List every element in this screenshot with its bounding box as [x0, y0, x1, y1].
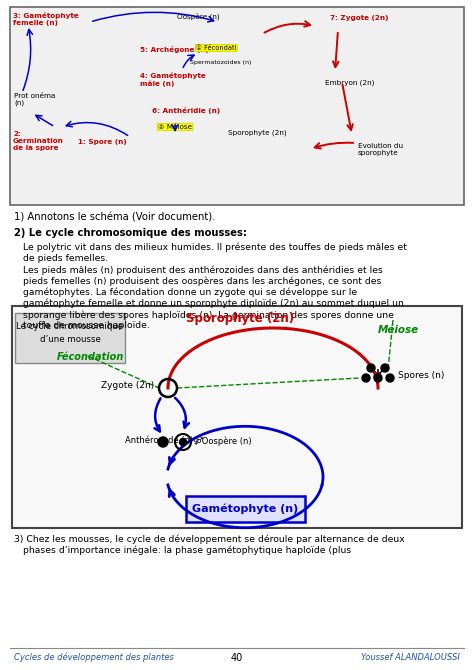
Text: d’une mousse: d’une mousse — [39, 335, 100, 344]
Text: Sporophyte (2n): Sporophyte (2n) — [228, 130, 287, 137]
Text: touffe de mousse haploïde.: touffe de mousse haploïde. — [14, 322, 150, 330]
Circle shape — [374, 374, 382, 382]
Bar — [12, 306, 462, 528]
Text: Le polytric vit dans des milieux humides. Il présente des touffes de pieds mâles: Le polytric vit dans des milieux humides… — [14, 243, 407, 253]
Text: Oospère (n): Oospère (n) — [177, 12, 219, 19]
Text: ♀ Oospère (n): ♀ Oospère (n) — [193, 436, 252, 446]
Text: Spermatozoides (n): Spermatozoides (n) — [190, 60, 251, 65]
Circle shape — [381, 364, 389, 372]
Text: Prot onéma
(n): Prot onéma (n) — [14, 93, 55, 107]
Text: 3) Chez les mousses, le cycle de développement se déroule par alternance de deux: 3) Chez les mousses, le cycle de dévelop… — [14, 534, 405, 543]
Text: Embryon (2n): Embryon (2n) — [325, 80, 374, 86]
Text: Zygote (2n): Zygote (2n) — [101, 381, 154, 391]
Text: 6: Anthéridie (n): 6: Anthéridie (n) — [152, 107, 220, 114]
Text: 7: Zygote (2n): 7: Zygote (2n) — [330, 15, 389, 21]
FancyBboxPatch shape — [15, 313, 125, 363]
Text: 1: Spore (n): 1: Spore (n) — [78, 139, 127, 145]
Text: pieds femelles (n) produisent des oospères dans les archégones, ce sont des: pieds femelles (n) produisent des oospèr… — [14, 277, 382, 286]
Text: 40: 40 — [231, 653, 243, 663]
Text: gamétophyte femelle et donne un sporophyte diploïde (2n) au sommet duquel un: gamétophyte femelle et donne un sporophy… — [14, 299, 404, 308]
Text: ② Méiose: ② Méiose — [158, 124, 192, 130]
Text: phases d’importance inégale: la phase gamétophytique haploïde (plus: phases d’importance inégale: la phase ga… — [14, 545, 351, 555]
Text: 2) Le cycle chromosomique des mousses:: 2) Le cycle chromosomique des mousses: — [14, 228, 247, 238]
Circle shape — [180, 438, 186, 446]
Text: Sporophyte (2n): Sporophyte (2n) — [186, 312, 294, 325]
Text: Gamétophyte (n): Gamétophyte (n) — [192, 504, 298, 515]
Circle shape — [158, 437, 168, 447]
Circle shape — [386, 374, 394, 382]
Text: 2:
Germination
de la spore: 2: Germination de la spore — [13, 131, 64, 151]
Text: sporange libère des spores haploïdes (n). La germination des spores donne une: sporange libère des spores haploïdes (n)… — [14, 310, 394, 320]
Text: Les pieds mâles (n) produisent des anthérozoides dans des anthéridies et les: Les pieds mâles (n) produisent des anthé… — [14, 265, 383, 275]
Text: Spores (n): Spores (n) — [398, 371, 444, 381]
Text: de pieds femelles.: de pieds femelles. — [14, 254, 108, 263]
Text: ① Fécondati: ① Fécondati — [196, 45, 237, 51]
Circle shape — [362, 374, 370, 382]
Text: Evolution du
sporophyte: Evolution du sporophyte — [358, 143, 403, 156]
Text: gamétophytes. La fécondation donne un zygote qui se développe sur le: gamétophytes. La fécondation donne un zy… — [14, 288, 357, 297]
Text: Le cycle chromosomique: Le cycle chromosomique — [17, 322, 124, 331]
Text: 3: Gamétophyte
femelle (n): 3: Gamétophyte femelle (n) — [13, 12, 79, 26]
Circle shape — [367, 364, 375, 372]
Text: Fécondation: Fécondation — [56, 352, 124, 362]
Text: Cycles de développement des plantes: Cycles de développement des plantes — [14, 653, 174, 663]
Text: 4: Gamétophyte
mâle (n): 4: Gamétophyte mâle (n) — [140, 72, 206, 86]
Bar — [10, 7, 464, 205]
Text: Youssef ALANDALOUSSI: Youssef ALANDALOUSSI — [361, 653, 460, 662]
Text: Méiose: Méiose — [377, 325, 419, 335]
Text: 1) Annotons le schéma (Voir document).: 1) Annotons le schéma (Voir document). — [14, 213, 215, 223]
FancyBboxPatch shape — [186, 496, 305, 522]
Text: Anthérozode (n) ♂: Anthérozode (n) ♂ — [125, 436, 203, 446]
Text: 5: Archégone (n): 5: Archégone (n) — [140, 46, 209, 53]
